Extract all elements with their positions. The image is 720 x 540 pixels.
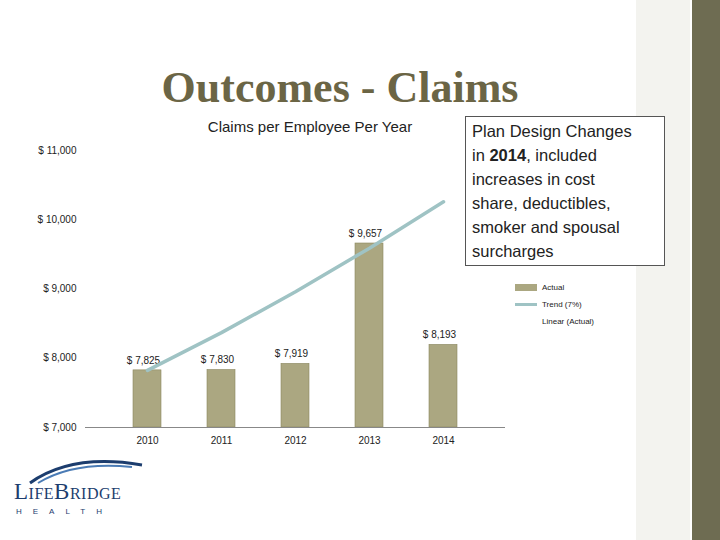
svg-text:$ 8,000: $ 8,000 bbox=[43, 352, 77, 363]
html-text:increases in cost: increases in cost bbox=[472, 170, 595, 188]
svg-text:$ 7,825: $ 7,825 bbox=[127, 355, 161, 366]
svg-text:2014: 2014 bbox=[432, 435, 455, 446]
svg-text:$ 8,193: $ 8,193 bbox=[423, 329, 457, 340]
svg-text:2013: 2013 bbox=[358, 435, 381, 446]
html-text:Plan Design Changes: Plan Design Changes bbox=[472, 122, 632, 140]
html-text:Claims per Employee Per Year: Claims per Employee Per Year bbox=[207, 118, 413, 135]
svg-text:$ 7,000: $ 7,000 bbox=[43, 422, 77, 433]
svg-text:$ 9,657: $ 9,657 bbox=[349, 228, 383, 239]
svg-text:$ 10,000: $ 10,000 bbox=[38, 214, 77, 225]
html-text:smoker and spousal: smoker and spousal bbox=[472, 218, 620, 236]
svg-text:$ 7,830: $ 7,830 bbox=[201, 354, 235, 365]
html-text:Actual: Actual bbox=[542, 283, 565, 292]
svg-text:2012: 2012 bbox=[284, 435, 307, 446]
html-text:surcharges: surcharges bbox=[472, 242, 554, 260]
html-text:Outcomes - Claims: Outcomes - Claims bbox=[161, 63, 519, 112]
svg-text:$ 7,919: $ 7,919 bbox=[275, 348, 309, 359]
svg-text:$ 11,000: $ 11,000 bbox=[38, 145, 77, 156]
html-text:Linear (Actual): Linear (Actual) bbox=[542, 317, 594, 326]
svg-text:2010: 2010 bbox=[136, 435, 159, 446]
html-text:share, deductibles,: share, deductibles, bbox=[472, 194, 611, 212]
svg-text:$ 9,000: $ 9,000 bbox=[43, 283, 77, 294]
html-text:Trend (7%): Trend (7%) bbox=[542, 300, 582, 309]
html-text:LifeBridge: LifeBridge bbox=[14, 479, 122, 504]
svg-text:2011: 2011 bbox=[211, 435, 233, 446]
html-text:HEALTH: HEALTH bbox=[16, 507, 113, 516]
html-text:in 2014, included: in 2014, included bbox=[472, 146, 597, 164]
